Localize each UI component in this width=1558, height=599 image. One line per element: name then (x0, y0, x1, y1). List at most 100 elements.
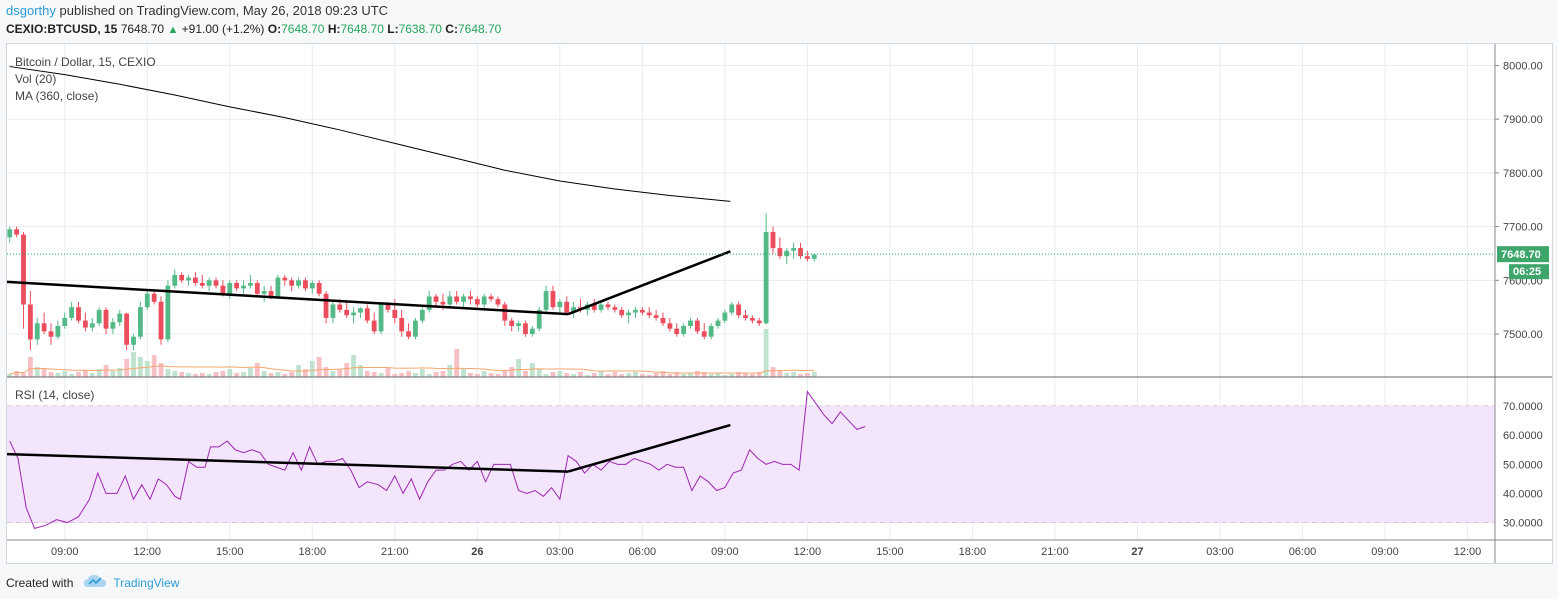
volume-bar (117, 368, 123, 377)
volume-bar (413, 373, 418, 377)
candle-body (48, 331, 54, 337)
candle-body (103, 309, 109, 329)
x-tick-label: 12:00 (1454, 546, 1482, 558)
volume-bar (454, 349, 460, 377)
legend-vol[interactable]: Vol (20) (15, 72, 57, 86)
volume-bar (103, 365, 109, 377)
candle-body (633, 309, 638, 313)
volume-bar (62, 371, 68, 377)
candle-body (96, 309, 102, 324)
rsi-axis-label: 50.0000 (1503, 459, 1543, 471)
rsi-axis-label: 40.0000 (1503, 488, 1543, 500)
volume-bar (316, 357, 322, 377)
candle-body (639, 309, 645, 313)
tradingview-link[interactable]: TradingView (113, 575, 180, 590)
x-tick-label: 21:00 (381, 546, 409, 558)
volume-bar (509, 367, 515, 377)
candle-body (447, 296, 453, 305)
volume-bar (282, 374, 288, 377)
candle-body (502, 304, 508, 321)
rsi-axis-label: 70.0000 (1503, 401, 1543, 413)
candle-body (440, 301, 446, 305)
volume-bar (440, 371, 446, 377)
volume-bar (433, 372, 439, 377)
countdown-badge (1509, 264, 1549, 280)
volume-bar (523, 371, 528, 377)
candle-body (433, 296, 439, 302)
volume-bar (653, 373, 659, 377)
rsi-legend[interactable]: RSI (14, close) (15, 388, 95, 402)
chart-container[interactable]: 09:00 12:00 15:00 18:00 21:00 26 03:00 06:00 09:… (6, 43, 1553, 564)
volume-bar (206, 374, 212, 377)
ma-360-line (9, 66, 731, 202)
volume-bar (798, 374, 803, 377)
candle-body (413, 320, 418, 337)
volume-bar (220, 371, 226, 377)
tradingview-logo-icon (83, 574, 107, 591)
candle-body (667, 323, 673, 329)
legend-ma[interactable]: MA (360, close) (15, 89, 99, 103)
candle-body (144, 293, 150, 308)
volume-bar (172, 371, 178, 377)
volume-bar (337, 369, 343, 377)
volume-bar (392, 374, 398, 377)
price-trendline[interactable] (7, 280, 569, 316)
candle-body (743, 315, 748, 318)
volume-bar (419, 369, 425, 377)
candle-body (62, 317, 68, 326)
x-tick-label: 09:00 (711, 546, 739, 558)
candle-body (523, 323, 528, 335)
volume-bar (784, 373, 790, 377)
author-link[interactable]: dsgorthy (6, 3, 56, 18)
candle-body (626, 312, 632, 316)
x-tick-label: 03:00 (546, 546, 574, 558)
volume-bar (124, 359, 130, 377)
candle-body (605, 304, 611, 308)
volume-bar (481, 371, 487, 377)
candle-body (55, 325, 61, 337)
x-tick-label: 03:00 (1206, 546, 1234, 558)
candle-body (488, 296, 494, 300)
candle-body (571, 307, 577, 313)
volume-bar (674, 372, 680, 377)
volume-bar (770, 367, 776, 377)
x-tick-label: 09:00 (51, 546, 79, 558)
price-trendline[interactable] (567, 250, 731, 316)
rsi-line (9, 390, 866, 529)
created-with-text: Created with (6, 575, 74, 590)
candle-body (770, 231, 776, 249)
candle-body (344, 309, 350, 316)
candle-body (660, 317, 666, 324)
low-value: 7638.70 (398, 22, 442, 36)
volume-bar (591, 373, 597, 377)
candle-body (646, 312, 652, 316)
candle-body (756, 320, 762, 324)
volume-bar (529, 363, 535, 377)
volume-bar (248, 368, 253, 377)
candle-body (557, 301, 563, 308)
x-tick-label: 18:00 (299, 546, 327, 558)
volume-bar (110, 371, 116, 377)
volume-bar (447, 365, 453, 377)
candle-body (791, 248, 797, 251)
volume-bar (144, 361, 150, 377)
candle-body (330, 304, 336, 318)
candle-body (227, 283, 233, 294)
candle-body (406, 331, 411, 337)
candle-body (784, 250, 790, 257)
candle-body (248, 283, 253, 286)
candle-body (351, 312, 356, 316)
volume-bar (179, 372, 185, 377)
chart-canvas[interactable]: 09:00 12:00 15:00 18:00 21:00 26 03:00 06:00 09:… (7, 44, 1552, 563)
volume-bar (605, 374, 611, 377)
last-price-badge (1497, 246, 1549, 263)
rsi-trendline[interactable] (7, 452, 569, 473)
candle-body (619, 309, 625, 316)
price-change: +91.00 (+1.2%) (181, 22, 265, 36)
volume-bar (96, 369, 102, 377)
candle-body (323, 293, 329, 318)
footer: Created with TradingView (6, 574, 179, 591)
legend-title[interactable]: Bitcoin / Dollar, 15, CEXIO (15, 55, 156, 69)
rsi-trendline[interactable] (567, 423, 731, 473)
volume-bar (639, 374, 645, 377)
